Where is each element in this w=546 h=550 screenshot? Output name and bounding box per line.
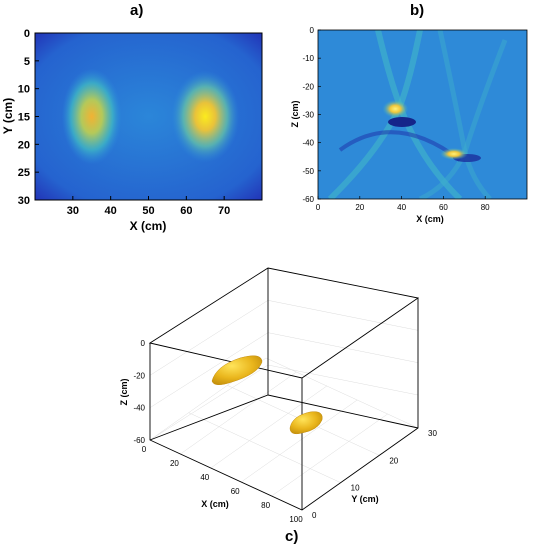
panel-c-xtick-label: 100 — [289, 515, 303, 524]
panel-b-hotspot-1 — [382, 100, 408, 118]
panel-b-ytick-label: -30 — [302, 111, 314, 120]
panel-c-gridline — [180, 372, 296, 454]
panel-c-ztick-label: -60 — [133, 436, 145, 445]
panel-a-plot: 30 40 50 60 70 0 5 10 15 20 25 30 X (cm) Y (cm) — [1, 28, 262, 233]
panel-a-hotspot-left — [62, 69, 122, 165]
panel-a-ytick-label: 15 — [18, 112, 30, 124]
panel-c-ytick-label: 0 — [312, 511, 317, 520]
panel-b-ytick-label: -40 — [302, 139, 314, 148]
panel-a-xlabel: X (cm) — [130, 219, 167, 233]
panel-c-gridline — [150, 333, 418, 408]
panel-c-box — [150, 268, 418, 510]
panel-b-xlabel: X (cm) — [416, 214, 444, 224]
panel-c-xtick-label: 60 — [231, 487, 240, 496]
panel-b-dark-shadow — [388, 117, 416, 127]
panel-c-object-1 — [212, 356, 262, 385]
panel-a-hotspot-right — [171, 71, 239, 163]
panel-c-back-bottom-edges — [150, 395, 418, 440]
panel-c-gridline — [150, 300, 418, 375]
panel-c-ylabel: Y (cm) — [351, 494, 378, 504]
panel-c-gridline — [272, 414, 388, 496]
panel-b-xtick-label: 0 — [316, 203, 321, 212]
panel-b-background — [318, 30, 527, 199]
panel-b-ytick-label: -20 — [302, 82, 314, 91]
panel-a-ytick-label: 10 — [18, 84, 30, 96]
panel-c-gridline — [150, 268, 418, 343]
panel-c-xlabel: X (cm) — [201, 499, 229, 509]
panel-a-ytick-label: 5 — [24, 56, 30, 68]
panel-c-ztick-label: -20 — [133, 371, 145, 380]
panel-c-xtick-label: 0 — [142, 445, 147, 454]
panel-c-xtick-label: 80 — [261, 501, 270, 510]
panel-c-ztick-label: -40 — [133, 404, 145, 413]
panel-b-plot: 0 20 40 60 80 0 -10 -20 -30 -40 -50 -60 X (cm) Z (c… — [290, 26, 527, 224]
panel-c-zlabel: Z (cm) — [119, 378, 129, 405]
panel-c-object-2 — [290, 412, 322, 434]
panel-c-ztick-label: 0 — [141, 339, 146, 348]
panel-b-hotspot-2 — [440, 148, 468, 160]
panel-c-top-face — [150, 268, 418, 378]
panel-c-ytick-label: 30 — [428, 429, 437, 438]
panel-c-plot: 0 20 40 60 80 100 0 10 20 30 0 -20 -40 -60 X (cm) Y (… — [119, 268, 437, 524]
panel-b-ytick-label: -10 — [302, 54, 314, 63]
panel-b-ytick-label: 0 — [310, 26, 315, 35]
panel-c-xtick-label: 20 — [170, 459, 179, 468]
panel-c-xtick-label: 40 — [200, 473, 209, 482]
panel-b-xtick-label: 20 — [355, 203, 364, 212]
panel-b-xtick-label: 80 — [481, 203, 490, 212]
panel-a-xtick-label: 60 — [180, 205, 192, 217]
panel-a-xtick-label: 40 — [105, 205, 117, 217]
panel-c-gridline — [241, 400, 357, 482]
panel-a-xtick-label: 70 — [218, 205, 230, 217]
panel-c-gridline — [266, 358, 418, 428]
panel-a-xtick-label: 30 — [67, 205, 79, 217]
panel-c-ytick-label: 20 — [389, 456, 398, 465]
panel-c-gridline — [150, 365, 418, 440]
panel-c-front-edges — [150, 298, 418, 510]
panel-c-ytick-label: 10 — [351, 484, 360, 493]
panel-a-ytick-label: 20 — [18, 139, 30, 151]
panel-a-xtick-label: 50 — [142, 205, 154, 217]
panel-b-ytick-label: -60 — [302, 195, 314, 204]
panel-b-ytick-label: -50 — [302, 167, 314, 176]
panel-a-ytick-label: 25 — [18, 167, 30, 179]
panel-b-ylabel: Z (cm) — [290, 100, 300, 127]
panel-a-ytick-label: 0 — [24, 28, 30, 40]
panel-c-grid — [150, 268, 418, 510]
panel-b-xtick-label: 60 — [439, 203, 448, 212]
panel-a-ylabel: Y (cm) — [1, 98, 15, 134]
panel-b-xtick-label: 40 — [397, 203, 406, 212]
panel-a-ytick-label: 30 — [18, 195, 30, 207]
